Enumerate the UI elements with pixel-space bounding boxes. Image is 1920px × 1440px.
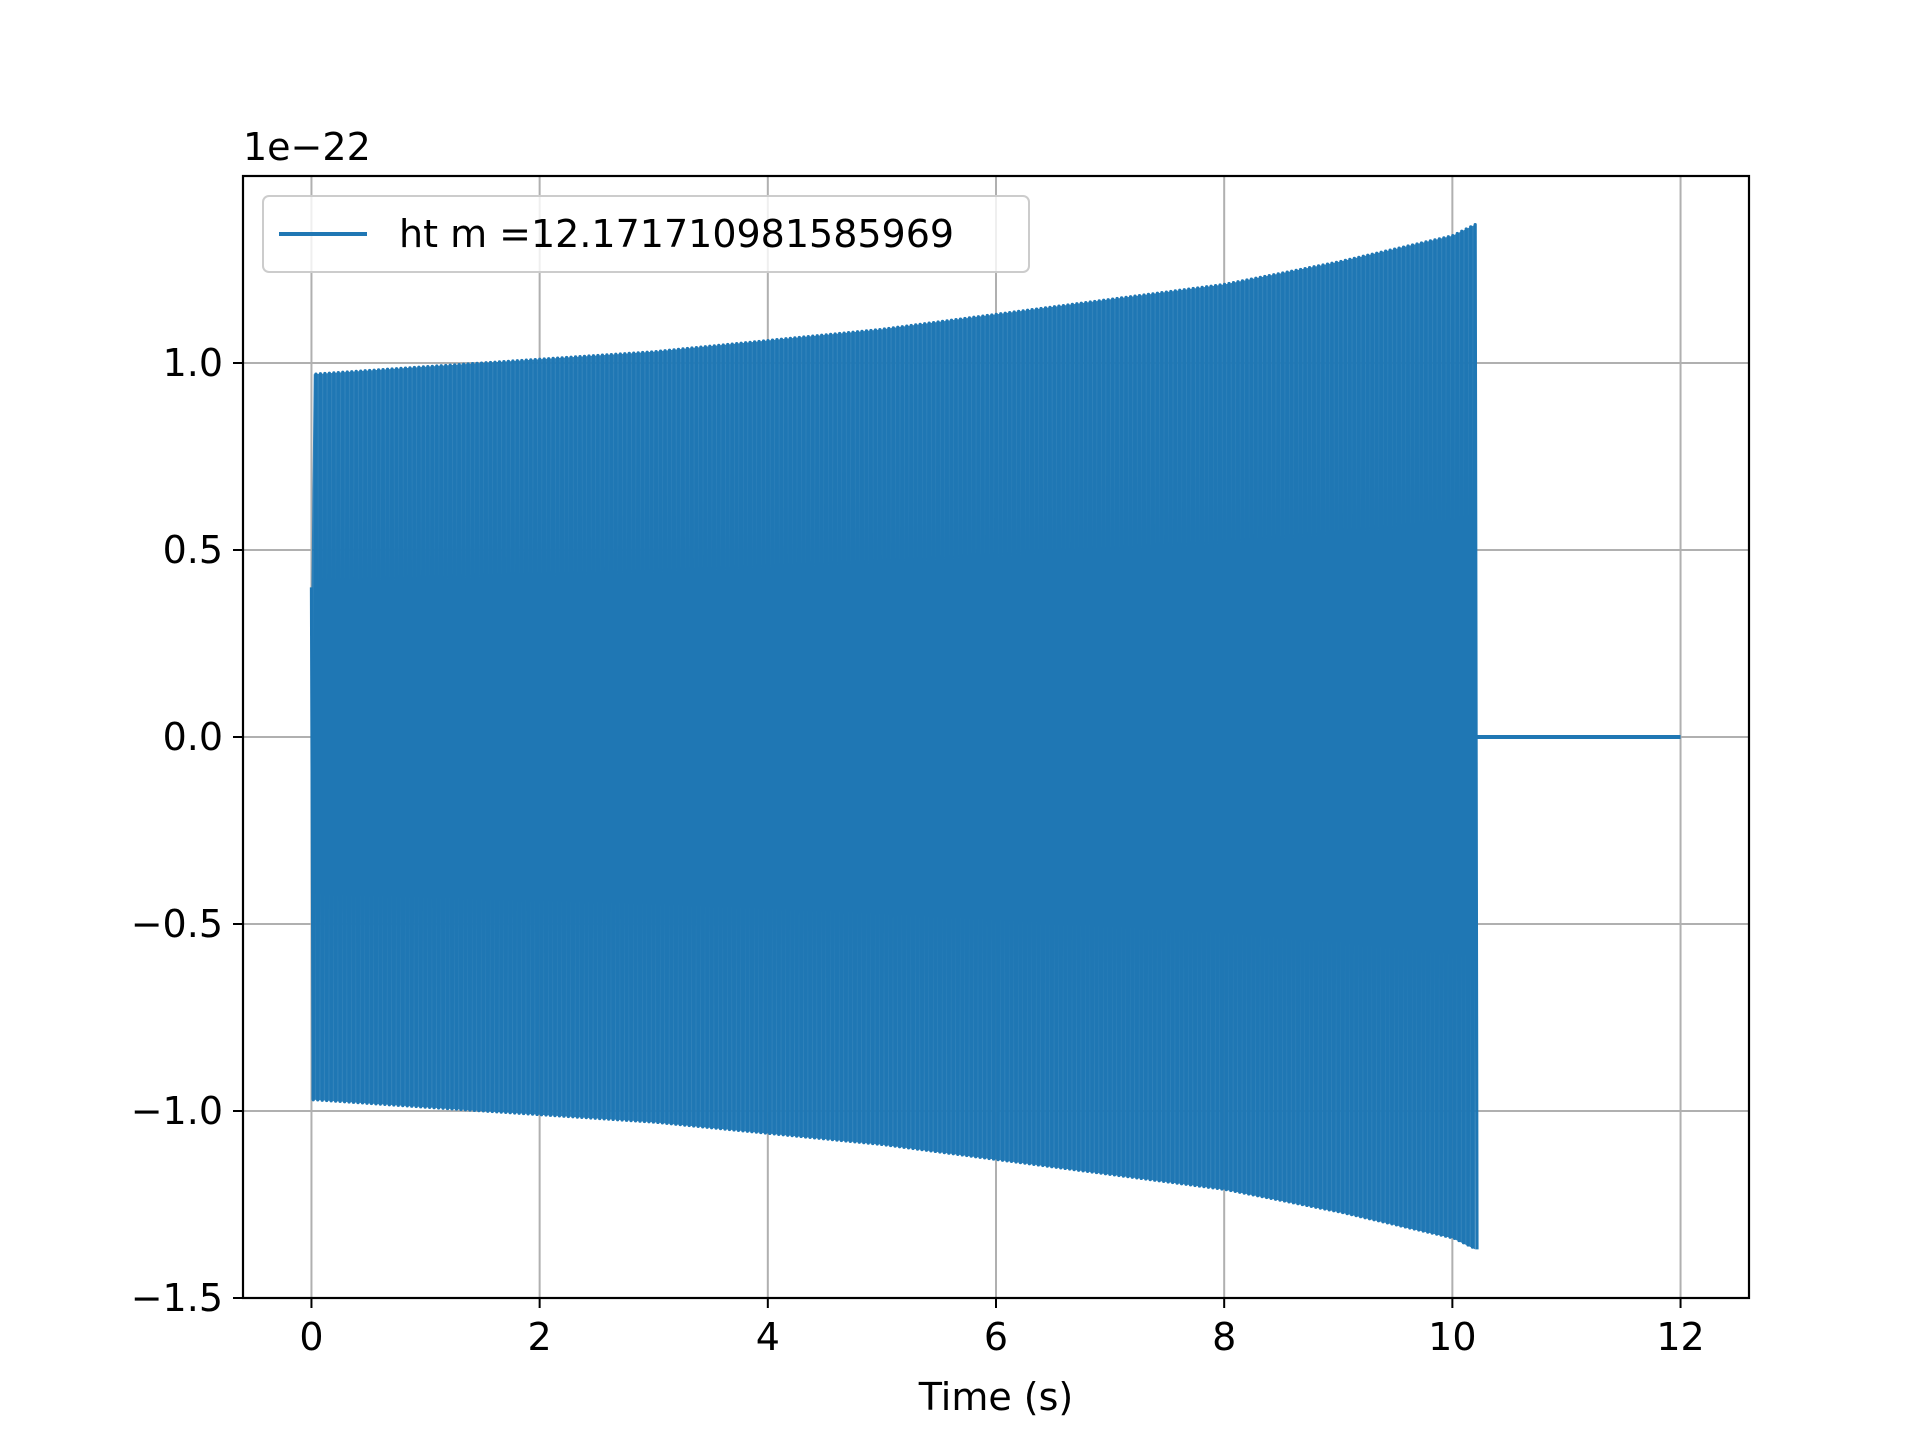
y-offset-text: 1e−22 [243, 125, 371, 169]
tick-layer: 0 2 4 6 8 10 12 −1.5 −1.0 −0.5 0.0 0.5 1.0 [131, 341, 1705, 1359]
x-tick-label: 4 [756, 1315, 780, 1359]
y-tick-label: −0.5 [131, 902, 223, 946]
legend: ht m =12.171710981585969 [262, 195, 1030, 273]
y-tick-label: −1.0 [131, 1089, 223, 1133]
y-tick-label: 0.5 [163, 528, 223, 572]
x-tick-label: 0 [299, 1315, 323, 1359]
y-tick-label: −1.5 [131, 1276, 223, 1320]
x-tick-label: 6 [984, 1315, 1008, 1359]
x-axis-label: Time (s) [918, 1375, 1074, 1419]
series-envelope-fill [311, 224, 1476, 1250]
y-tick-label: 0.0 [163, 715, 223, 759]
legend-entry-label: ht m =12.171710981585969 [399, 212, 954, 256]
y-tick-label: 1.0 [163, 341, 223, 385]
series-layer [309, 223, 1681, 1250]
legend-box [262, 195, 1030, 273]
x-tick-label: 10 [1428, 1315, 1476, 1359]
x-tick-label: 2 [528, 1315, 552, 1359]
x-tick-label: 12 [1656, 1315, 1704, 1359]
x-tick-label: 8 [1212, 1315, 1236, 1359]
